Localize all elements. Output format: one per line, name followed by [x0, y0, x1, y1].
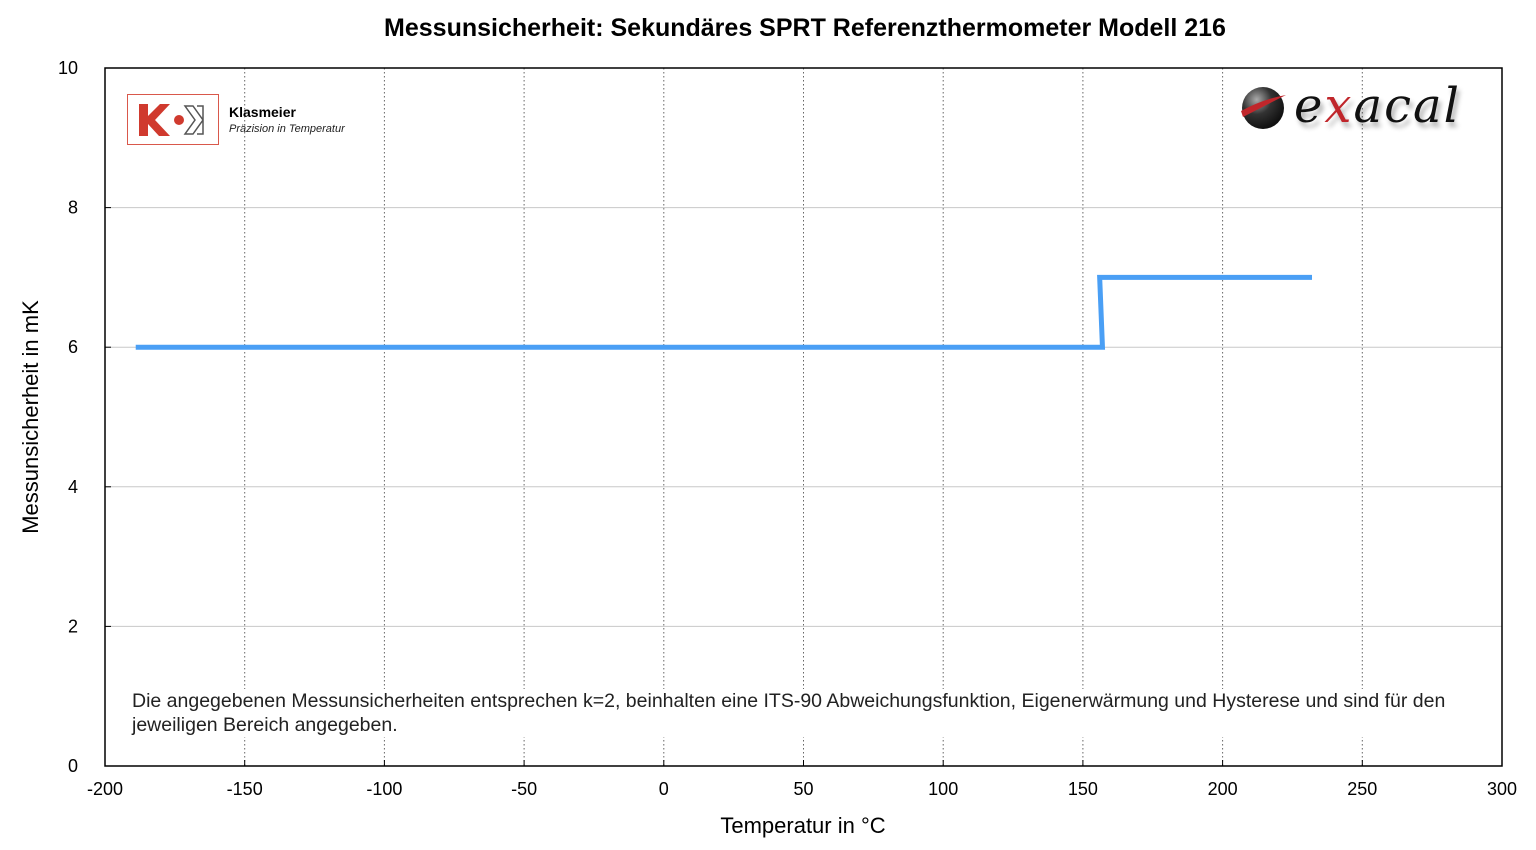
klasmeier-name: Klasmeier: [229, 104, 296, 120]
x-tick-label: -50: [511, 779, 537, 799]
x-tick-label: 0: [659, 779, 669, 799]
x-axis-label: Temperatur in °C: [720, 813, 885, 838]
ticks: -200 -150 -100 -50 0 50 100 150 200 250 300 0 2 4 6 8 10: [58, 58, 1517, 799]
x-tick-label: -100: [366, 779, 402, 799]
exacal-wordmark: exacal: [1294, 78, 1461, 134]
y-axis-label: Messunsicherheit in mK: [18, 300, 43, 534]
exacal-globe-icon: [1241, 87, 1286, 129]
x-tick-label: 50: [793, 779, 813, 799]
x-tick-label: 300: [1487, 779, 1517, 799]
y-tick-label: 8: [68, 198, 78, 218]
x-tick-label: -150: [227, 779, 263, 799]
x-tick-label: 250: [1347, 779, 1377, 799]
klasmeier-logo-mark: [127, 94, 219, 145]
exacal-logo: exacal: [1238, 78, 1461, 134]
series-line: [135, 274, 1313, 350]
y-tick-label: 6: [68, 337, 78, 357]
y-tick-label: 0: [68, 756, 78, 776]
x-tick-label: 200: [1208, 779, 1238, 799]
x-tick-label: -200: [87, 779, 123, 799]
series: [135, 274, 1313, 350]
y-tick-label: 2: [68, 616, 78, 636]
chart-title: Messunsicherheit: Sekundäres SPRT Refere…: [384, 14, 1226, 42]
klasmeier-tagline: Präzision in Temperatur: [229, 123, 345, 135]
chart-annotation: Die angegebenen Messunsicherheiten entsp…: [126, 689, 1498, 737]
x-tick-label: 100: [928, 779, 958, 799]
y-tick-label: 4: [68, 477, 78, 497]
y-tick-label: 10: [58, 58, 78, 78]
klasmeier-logo: Klasmeier Präzision in Temperatur: [127, 94, 345, 145]
grid: [105, 68, 1502, 766]
plot-frame: [104, 67, 1503, 767]
x-tick-label: 150: [1068, 779, 1098, 799]
